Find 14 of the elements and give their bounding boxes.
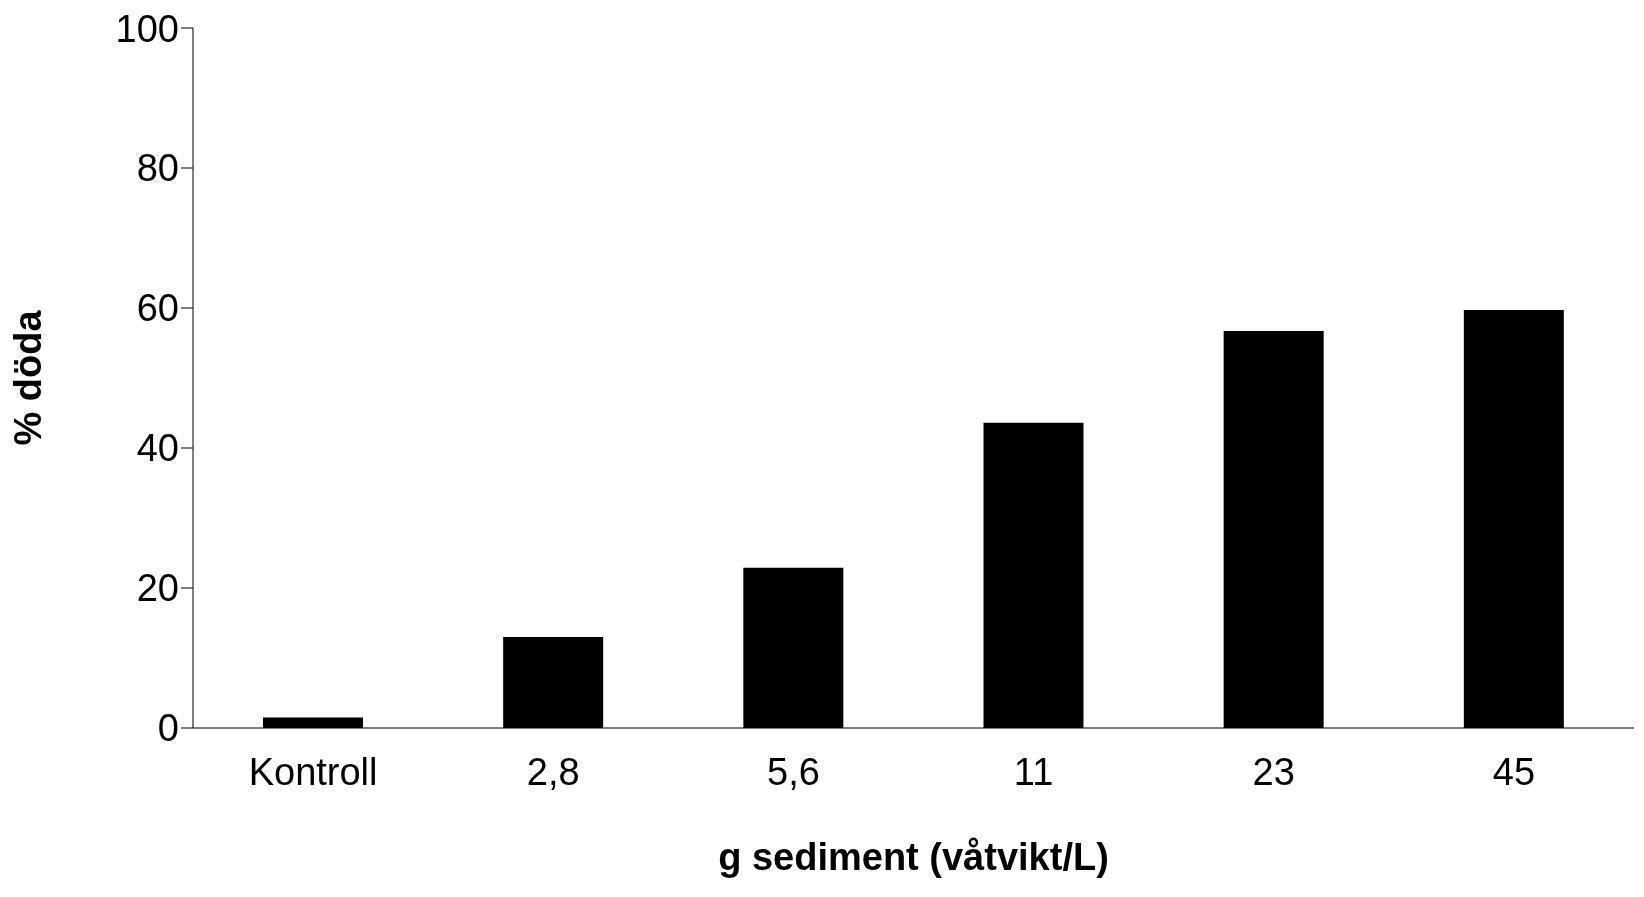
x-tick-label: 23	[1252, 750, 1295, 793]
x-tick-label: 45	[1492, 750, 1536, 793]
y-tick-label: 80	[136, 147, 179, 190]
x-tick-label: 2,8	[526, 750, 580, 793]
y-tick-label: 60	[136, 287, 179, 330]
x-tick-label: 5,6	[767, 750, 820, 793]
x-tick-label: Kontroll	[248, 750, 378, 793]
x-axis-title: g sediment (våtvikt/L)	[718, 836, 1109, 878]
y-axis-title: % döda	[7, 309, 50, 446]
x-tick-label: 11	[1013, 750, 1054, 793]
y-tick-label: 20	[136, 567, 179, 610]
y-tick-label: 100	[115, 7, 179, 50]
y-tick-label: 40	[136, 427, 179, 470]
y-tick-label: 0	[157, 707, 179, 750]
